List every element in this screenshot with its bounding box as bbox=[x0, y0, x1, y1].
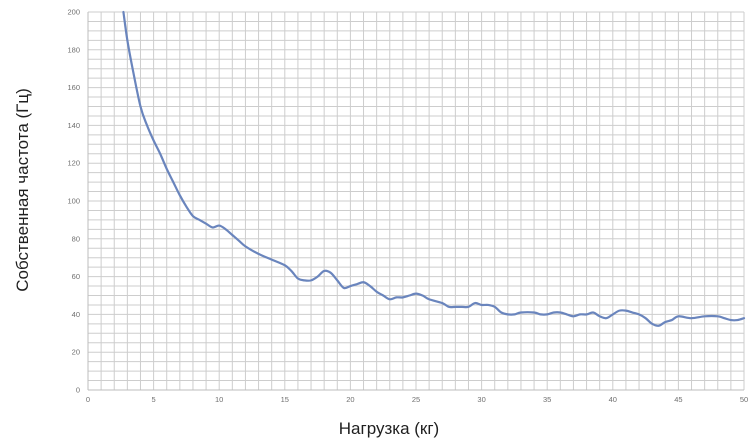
y-tick-label: 40 bbox=[72, 310, 80, 319]
grid bbox=[87, 11, 745, 391]
y-tick-label: 120 bbox=[67, 159, 80, 168]
x-tick-label: 20 bbox=[346, 395, 354, 404]
x-tick-label: 50 bbox=[740, 395, 748, 404]
x-tick-label: 35 bbox=[543, 395, 551, 404]
y-tick-label: 160 bbox=[67, 83, 80, 92]
x-axis-title: Нагрузка (кг) bbox=[339, 419, 439, 438]
x-tick-label: 0 bbox=[86, 395, 90, 404]
x-tick-label: 5 bbox=[152, 395, 156, 404]
y-tick-label: 0 bbox=[76, 386, 80, 395]
y-tick-label: 100 bbox=[67, 197, 80, 206]
y-tick-label: 200 bbox=[67, 8, 80, 17]
x-tick-label: 30 bbox=[477, 395, 485, 404]
x-tick-label: 15 bbox=[281, 395, 289, 404]
x-tick-label: 45 bbox=[674, 395, 682, 404]
y-tick-label: 180 bbox=[67, 45, 80, 54]
x-tick-label: 40 bbox=[609, 395, 617, 404]
y-tick-label: 80 bbox=[72, 234, 80, 243]
series-line bbox=[122, 10, 746, 327]
axes bbox=[87, 12, 744, 391]
x-tick-label: 25 bbox=[412, 395, 420, 404]
y-axis-title: Собственная частота (Гц) bbox=[13, 88, 32, 292]
y-tick-label: 140 bbox=[67, 121, 80, 130]
tick-labels: 0 5 10 15 20 25 30 35 40 45 50 0 20 40 60 80 100 120 140 16… bbox=[67, 8, 748, 405]
y-tick-label: 20 bbox=[72, 348, 80, 357]
y-tick-label: 60 bbox=[72, 272, 80, 281]
x-tick-label: 10 bbox=[215, 395, 223, 404]
